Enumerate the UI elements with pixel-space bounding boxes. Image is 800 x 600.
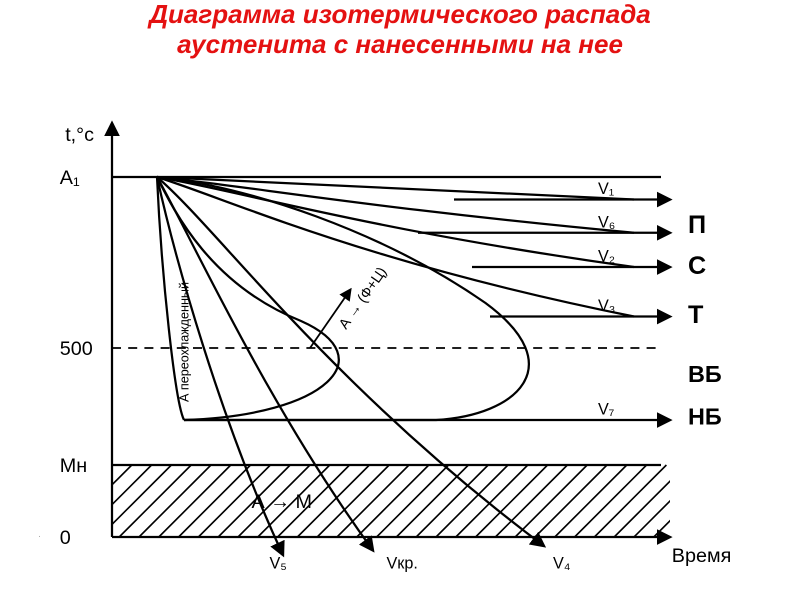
y-tick-A1: A₁ (60, 167, 80, 189)
h-arrow-label-V3: V₃ (598, 297, 615, 315)
hatch-line (119, 465, 191, 537)
title-line-1: Диаграмма изотермического распада (149, 0, 651, 29)
cooling-curve-c6 (157, 177, 634, 233)
region-label-P: П (688, 211, 706, 239)
c-curve-end (157, 177, 529, 420)
hatch-line (159, 465, 231, 537)
y-tick-0: 0 (60, 527, 71, 549)
title-line-2: аустенита с нанесенными на нее (177, 29, 623, 59)
region-label-VB: ВБ (688, 361, 722, 387)
mask-right (670, 463, 760, 539)
region-label-T: Т (688, 301, 704, 329)
hatch-line (377, 465, 449, 537)
h-arrow-label-V2: V₂ (598, 247, 615, 265)
y-tick-500: 500 (60, 338, 93, 360)
cooling-label-through2: Vкр. (387, 554, 418, 572)
cooling-curve-c3 (157, 177, 634, 317)
hatch-line (357, 465, 429, 537)
hatch-line (416, 465, 488, 537)
diagram-title: Диаграмма изотермического распада аустен… (0, 0, 800, 60)
hatch-line (515, 465, 587, 537)
y-tick-Mn: Мн (60, 455, 87, 477)
hatch-line (179, 465, 251, 537)
h-arrow-label-V1: V₁ (598, 180, 615, 198)
h-arrow-label-V7: V₇ (598, 400, 614, 418)
hatch-line (337, 465, 409, 537)
y-axis-label: t,°с (65, 124, 94, 146)
hatch-line (555, 465, 627, 537)
cooling-curve-c2 (157, 177, 634, 267)
annotation-a-supercooled: А переохлажденный (178, 282, 192, 402)
h-arrow-label-V6: V₆ (598, 213, 615, 231)
ttt-diagram: t,°с Время A₁ 500 Мн 0 V₄ Vкр. V₅ V₁ V₆ V₂ V₃ V₇ ПСТ ВБ… (0, 60, 800, 600)
hatch-line (436, 465, 508, 537)
hatch-line (594, 465, 666, 537)
hatch-line (495, 465, 567, 537)
cooling-label-through3: V₅ (270, 554, 287, 572)
region-label-NB: НБ (688, 403, 722, 429)
region-label-S: С (688, 252, 706, 280)
hatch-line (535, 465, 607, 537)
hatch-line (575, 465, 647, 537)
cooling-curve-c1 (157, 177, 634, 200)
cooling-label-through1: V₄ (553, 554, 570, 572)
annotation-a-to-m: А → М (252, 491, 312, 513)
x-axis-label: Время (672, 545, 732, 567)
hatch-line (317, 465, 389, 537)
hatch-line (139, 465, 211, 537)
